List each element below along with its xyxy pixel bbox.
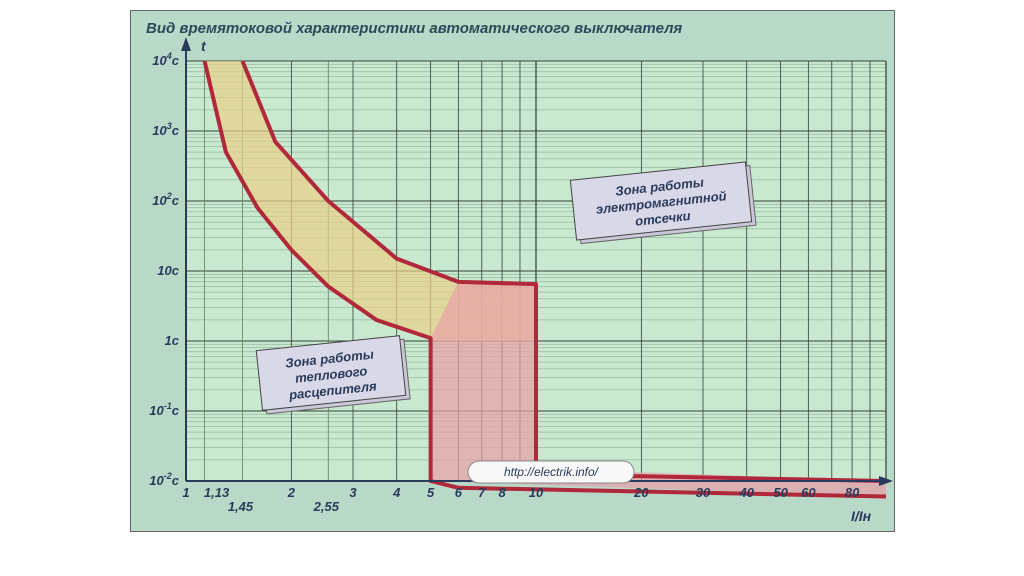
y-axis-label: t [201,38,207,54]
svg-text:1,45: 1,45 [228,499,254,514]
svg-text:10c: 10c [157,263,179,278]
svg-text:10-2c: 10-2c [149,471,179,488]
svg-text:103c: 103c [152,121,179,138]
y-tick-labels: 104c 103c 102c 10c 1c 10-1c 10-2c [149,51,179,488]
svg-text:60: 60 [801,485,816,500]
svg-text:2,55: 2,55 [313,499,340,514]
svg-text:102c: 102c [152,191,179,208]
svg-text:50: 50 [773,485,788,500]
svg-text:104c: 104c [152,51,179,68]
svg-text:1c: 1c [165,333,180,348]
chart-title: Вид времятоковой характеристики автомати… [146,20,682,37]
svg-text:80: 80 [845,485,860,500]
svg-text:7: 7 [478,485,486,500]
svg-text:10: 10 [529,485,544,500]
svg-text:40: 40 [738,485,754,500]
svg-text:20: 20 [633,485,649,500]
svg-text:5: 5 [427,485,435,500]
svg-text:10-1c: 10-1c [149,401,179,418]
svg-text:3: 3 [349,485,357,500]
source-text: http://electrik.info/ [504,465,600,479]
source-link[interactable]: http://electrik.info/ [468,461,634,483]
svg-text:6: 6 [455,485,463,500]
svg-text:1,13: 1,13 [204,485,230,500]
svg-text:4: 4 [392,485,401,500]
svg-text:1: 1 [182,485,189,500]
svg-text:2: 2 [287,485,296,500]
y-axis-arrow [181,37,191,51]
svg-text:30: 30 [696,485,711,500]
svg-text:8: 8 [498,485,506,500]
x-axis-label: I/Iн [851,508,872,524]
chart-svg: Вид времятоковой характеристики автомати… [131,11,894,531]
chart-frame: Вид времятоковой характеристики автомати… [130,10,895,532]
